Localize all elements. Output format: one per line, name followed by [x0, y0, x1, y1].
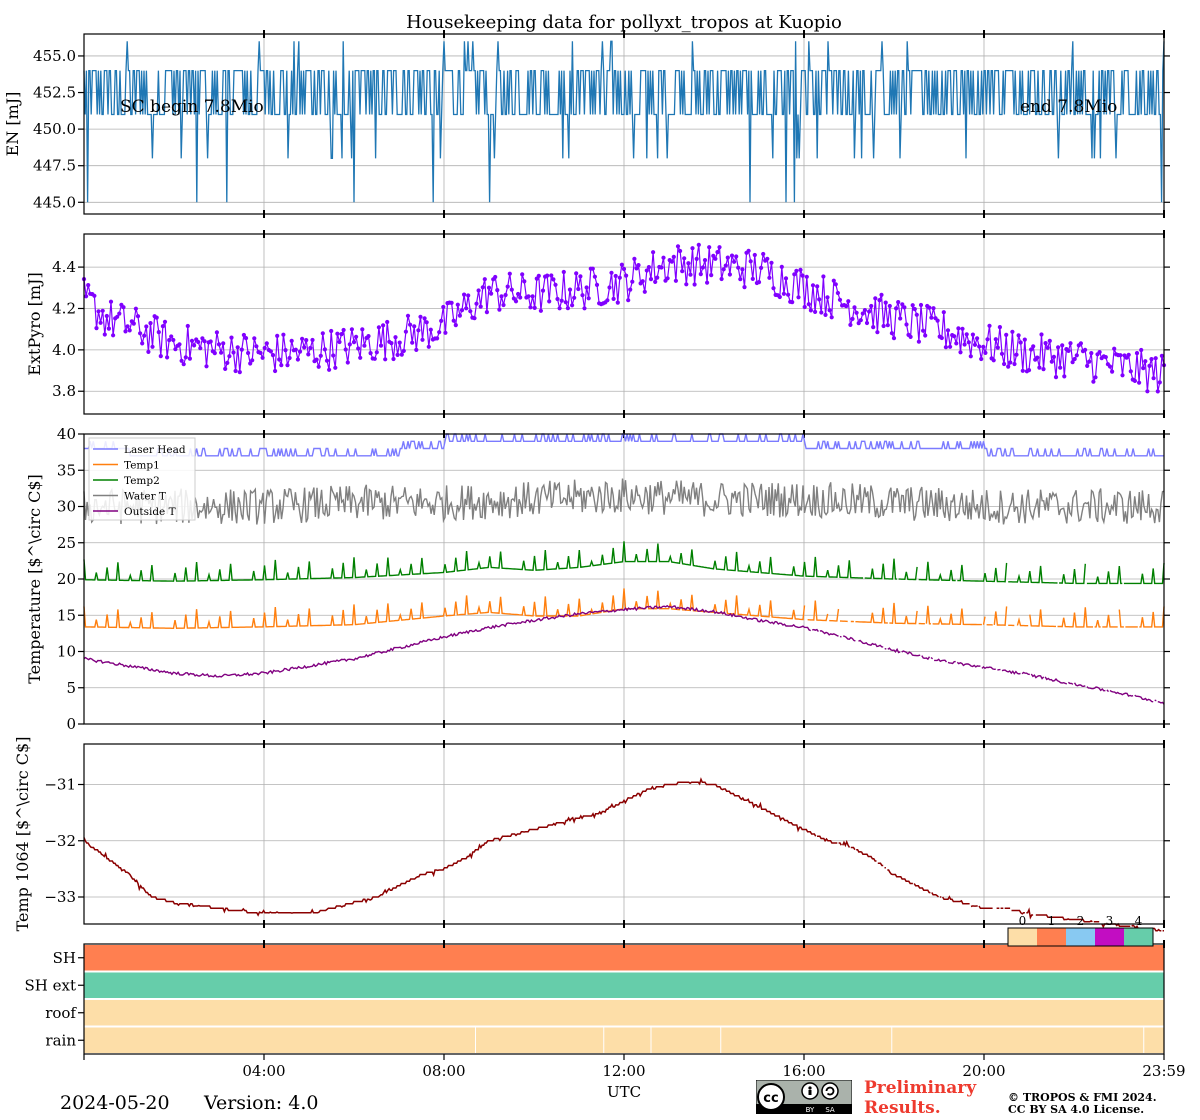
y-tick-label: −33 — [44, 888, 76, 906]
copyright-label: © TROPOS & FMI 2024. CC BY SA 4.0 Licens… — [1008, 1092, 1157, 1116]
y-tick-label: 452.5 — [33, 84, 76, 102]
temp-series-temp1 — [83, 588, 1165, 630]
temp-series-outside-t — [83, 604, 1165, 705]
preliminary-results-label: Preliminary Results. — [864, 1078, 976, 1118]
copyright-line-1: © TROPOS & FMI 2024. — [1008, 1091, 1157, 1104]
y-tick-label: 4.2 — [52, 299, 76, 317]
cc-icon-text: cc — [763, 1091, 778, 1106]
cc-license-logo: cc BY SA — [756, 1080, 852, 1114]
legend-label: Temp1 — [124, 460, 160, 472]
x-tick-label: 16:00 — [782, 1062, 825, 1080]
axes-frame — [83, 33, 1165, 215]
y-tick-label: 455.0 — [33, 47, 76, 65]
colorbar-tick-label: 1 — [1048, 914, 1056, 928]
status-row-roof — [84, 1000, 1164, 1026]
colorbar-tick-label: 3 — [1106, 914, 1114, 928]
temperature-legend: Laser Head Temp1 Temp2 Water T Outside T — [88, 437, 196, 521]
colorbar-frame — [1007, 927, 1154, 947]
y-axis-label: ExtPyro [mJ] — [25, 272, 44, 375]
annotation-end: end 7.8Mio — [1020, 97, 1117, 117]
temp1064-line — [83, 777, 1164, 932]
status-row-sh-ext — [84, 972, 1164, 998]
colorbar-swatch — [1037, 928, 1066, 946]
y-tick-label: 10 — [57, 643, 76, 661]
legend-label: Water T — [124, 491, 166, 503]
y-tick-label: 0 — [66, 715, 76, 733]
colorbar-swatch — [1124, 928, 1153, 946]
status-row-label: SH — [53, 949, 76, 967]
y-axis-label: Temp 1064 [$^\circ C$] — [13, 737, 32, 932]
colorbar-swatch — [1008, 928, 1037, 946]
x-tick-label: 08:00 — [422, 1062, 465, 1080]
chart-title: Housekeeping data for pollyxt_tropos at … — [406, 12, 842, 33]
y-axis-label: Temperature [$^\circ C$] — [25, 474, 44, 684]
y-tick-label: 35 — [57, 461, 76, 479]
legend-label: Outside T — [124, 506, 176, 518]
x-tick-label: 04:00 — [242, 1062, 285, 1080]
axes-frame — [83, 433, 1165, 725]
version-label: Version: 4.0 — [204, 1092, 319, 1114]
svg-text:SA: SA — [825, 1106, 835, 1114]
colorbar-tick-label: 4 — [1135, 914, 1143, 928]
y-tick-label: 30 — [57, 498, 76, 516]
temp-series-temp2 — [83, 541, 1165, 585]
sa-icon — [821, 1082, 839, 1100]
status-row-label: SH ext — [25, 976, 77, 994]
y-tick-label: 4.0 — [52, 341, 76, 359]
y-tick-label: −31 — [44, 776, 76, 794]
temp-series-water-t — [83, 478, 1165, 525]
copyright-line-2: CC BY SA 4.0 License. — [1008, 1103, 1145, 1116]
extpyro-series — [81, 242, 1167, 394]
date-label: 2024-05-20 — [60, 1092, 170, 1114]
x-tick-label: 12:00 — [602, 1062, 645, 1080]
status-row-label: rain — [45, 1031, 76, 1049]
x-tick-label: 20:00 — [962, 1062, 1005, 1080]
status-row-sh — [84, 945, 1164, 971]
annotation-sc-begin: SC begin 7.8Mio — [120, 97, 264, 117]
y-tick-label: 450.0 — [33, 120, 76, 138]
y-tick-label: 445.0 — [33, 193, 76, 211]
extpyro-line — [83, 244, 1165, 392]
status-row-label: roof — [45, 1004, 77, 1022]
axes-frame — [83, 743, 1165, 925]
legend-label: Temp2 — [124, 475, 160, 487]
legend-box — [88, 437, 196, 521]
preliminary-line-1: Preliminary — [864, 1078, 977, 1098]
preliminary-line-2: Results. — [864, 1098, 941, 1118]
y-tick-label: 5 — [66, 679, 76, 697]
legend-label: Laser Head — [124, 444, 186, 456]
colorbar-swatch — [1066, 928, 1095, 946]
y-tick-label: 25 — [57, 534, 76, 552]
y-tick-label: 40 — [57, 425, 76, 443]
y-tick-label: 4.4 — [52, 258, 76, 276]
svg-text:BY: BY — [806, 1106, 815, 1114]
colorbar-tick-label: 0 — [1019, 914, 1027, 928]
y-tick-label: 3.8 — [52, 382, 76, 400]
y-tick-label: 447.5 — [33, 157, 76, 175]
y-tick-label: 20 — [57, 570, 76, 588]
x-axis-label: UTC — [607, 1083, 641, 1101]
axes-frame — [83, 233, 1165, 415]
x-tick-label: 23:59 — [1142, 1062, 1185, 1080]
status-row-rain — [84, 1027, 1164, 1053]
y-tick-label: 15 — [57, 606, 76, 624]
colorbar-tick-label: 2 — [1077, 914, 1085, 928]
y-tick-label: −32 — [44, 832, 76, 850]
y-axis-label: EN [mJ] — [3, 92, 22, 157]
colorbar-swatch — [1095, 928, 1124, 946]
en-series-line — [83, 40, 1165, 203]
